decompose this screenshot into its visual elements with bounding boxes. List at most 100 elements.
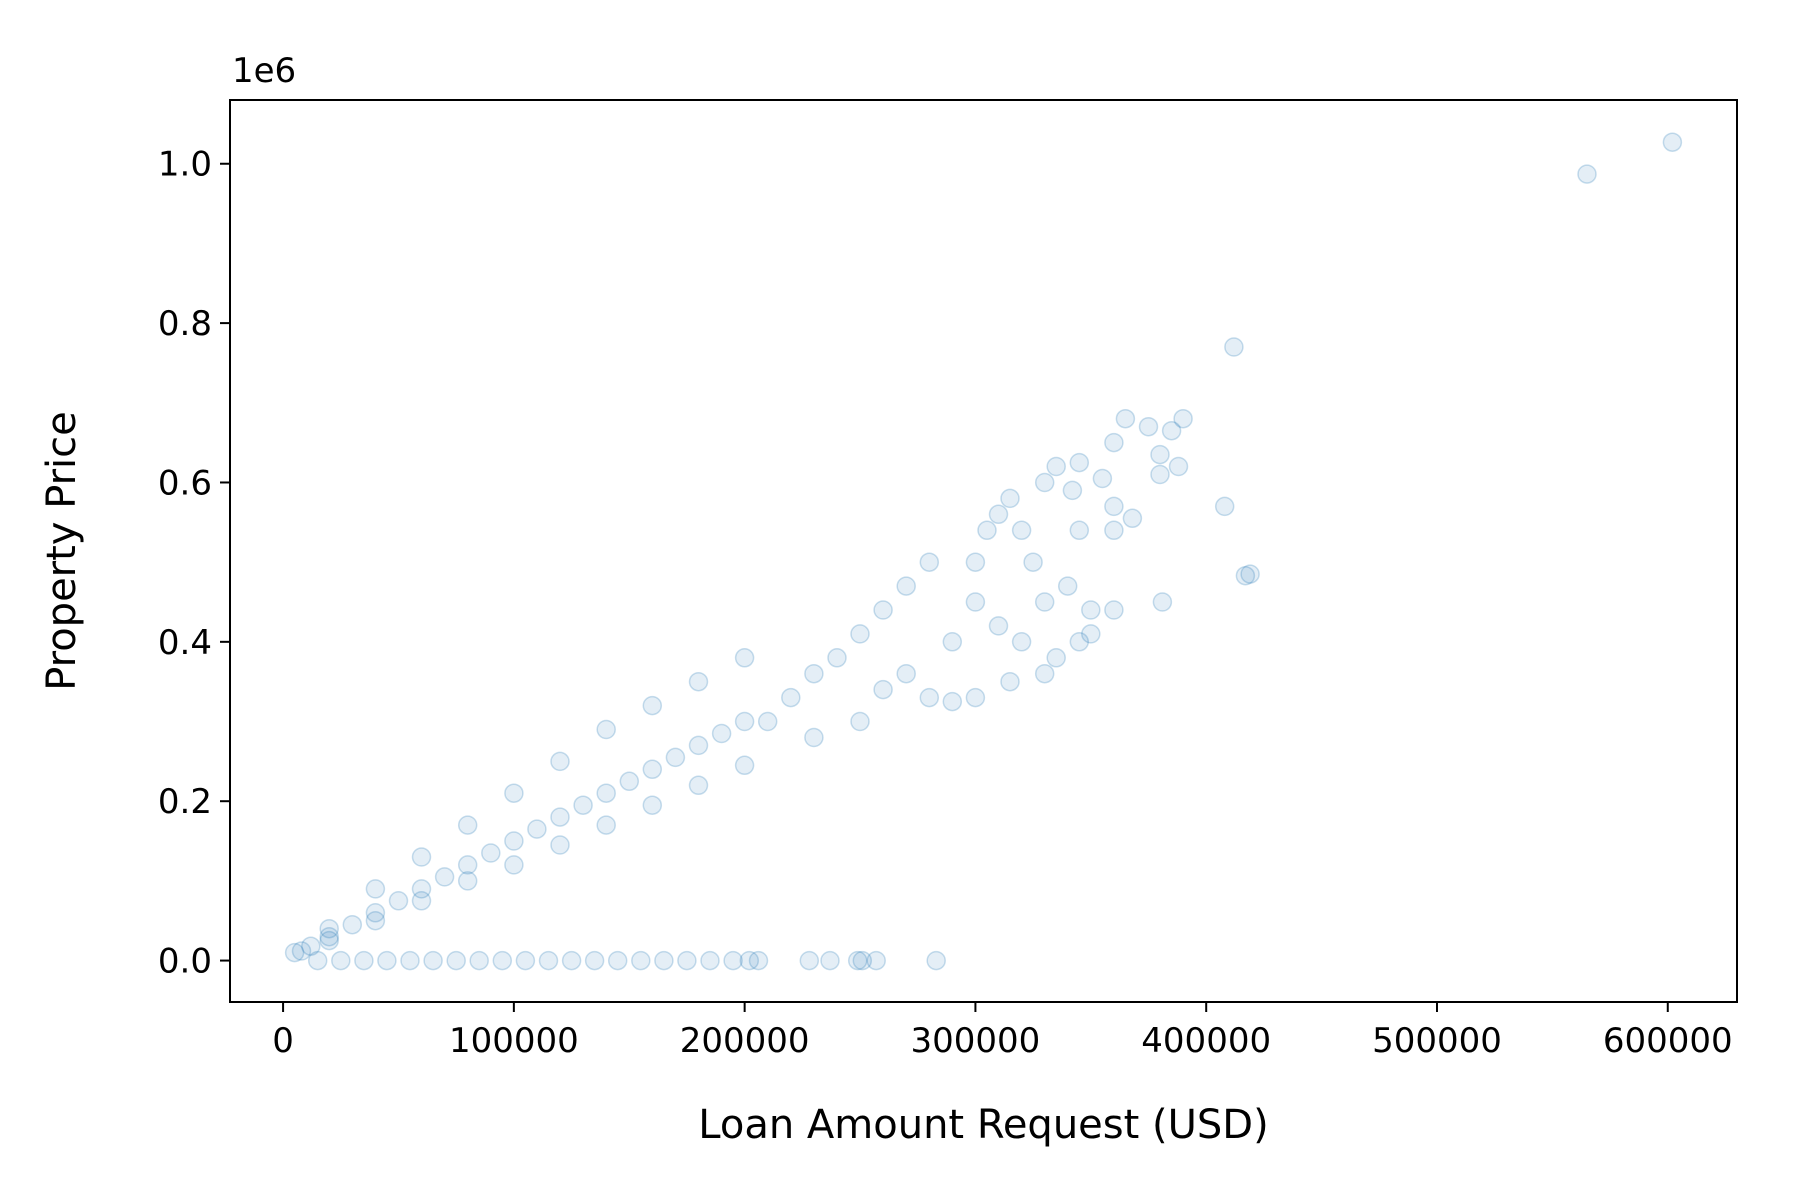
data-point [665,747,686,768]
data-point [1092,468,1113,489]
data-point [1069,520,1090,541]
data-point [942,691,963,712]
data-point [642,695,663,716]
data-point [550,751,570,772]
data-point [1224,337,1244,357]
data-point [1104,520,1124,541]
data-point [965,687,986,708]
x-axis-title: Loan Amount Request (USD) [698,1102,1268,1148]
data-point [977,520,997,541]
data-point [799,950,820,971]
data-point [434,867,455,887]
data-point [804,727,824,748]
x-tick-label: 500000 [1372,1021,1502,1061]
data-point [446,950,466,971]
data-point [527,819,547,839]
data-point [1104,600,1124,620]
data-point [1057,576,1078,596]
data-point [504,855,524,875]
data-point [734,755,755,776]
data-point [926,950,946,971]
data-point [866,950,886,971]
y-tick-label: 0.0 [158,942,212,982]
data-point [688,775,709,796]
data-point [820,950,840,971]
data-point [852,950,873,971]
data-point [331,950,351,971]
data-point [319,930,339,951]
data-point [1104,432,1124,453]
data-point [411,891,432,911]
data-point [469,950,489,971]
data-point [781,687,801,708]
data-point [596,783,616,803]
data-point [1011,520,1032,541]
data-point [1062,480,1083,501]
data-point [1034,592,1055,612]
data-point [1173,408,1193,429]
data-point [301,936,321,956]
data-point [584,950,605,971]
data-point [354,950,374,971]
y-tick-label: 1.0 [158,145,212,185]
data-point [1115,408,1136,429]
data-point [550,807,570,827]
x-tick-label: 100000 [449,1021,579,1061]
data-point [739,950,760,971]
data-point [631,950,651,971]
data-point [504,831,524,851]
data-point [342,914,363,935]
data-point [654,950,674,971]
data-point [596,719,616,740]
data-point [1069,632,1090,652]
y-tick-label: 0.8 [158,304,212,344]
data-point [988,616,1009,636]
data-point [723,950,743,971]
data-point [757,711,778,732]
data-point [504,783,524,803]
data-point [1150,444,1170,465]
data-point [365,879,386,899]
data-point [942,632,963,652]
data-point [457,871,478,891]
data-point [573,795,593,815]
data-point [1152,592,1173,612]
y-axis-offset-label: 1e6 [232,51,296,91]
data-point [291,941,312,961]
x-tick-label: 600000 [1603,1021,1733,1061]
data-point [896,663,916,684]
data-point [850,711,870,732]
data-point [377,950,397,971]
data-point [919,552,940,572]
data-point [423,950,443,971]
data-point [307,950,328,971]
data-point [642,759,663,780]
data-point [988,504,1009,525]
data-point [711,723,732,744]
plot-frame [229,99,1738,1003]
data-point [642,795,663,815]
x-tick-label: 200000 [680,1021,810,1061]
data-point [538,950,559,971]
data-point [411,847,432,867]
data-point [411,879,432,899]
data-point [700,950,720,971]
data-point [388,891,409,911]
data-point [896,576,916,596]
data-point [919,687,940,708]
y-tick-label: 0.6 [158,463,212,503]
data-point [1122,508,1143,529]
data-point [365,903,386,923]
data-point [457,855,478,875]
data-point [515,950,536,971]
data-point [1104,496,1124,517]
data-point [492,950,513,971]
data-point [1138,416,1159,437]
y-axis: 0.0 0.2 0.4 0.6 0.8 1.0 [158,145,230,982]
data-point [734,648,755,668]
data-point [457,815,478,835]
x-tick-label: 300000 [911,1021,1041,1061]
y-tick-label: 0.2 [158,782,212,822]
data-point [804,663,824,684]
data-point [1161,420,1182,441]
